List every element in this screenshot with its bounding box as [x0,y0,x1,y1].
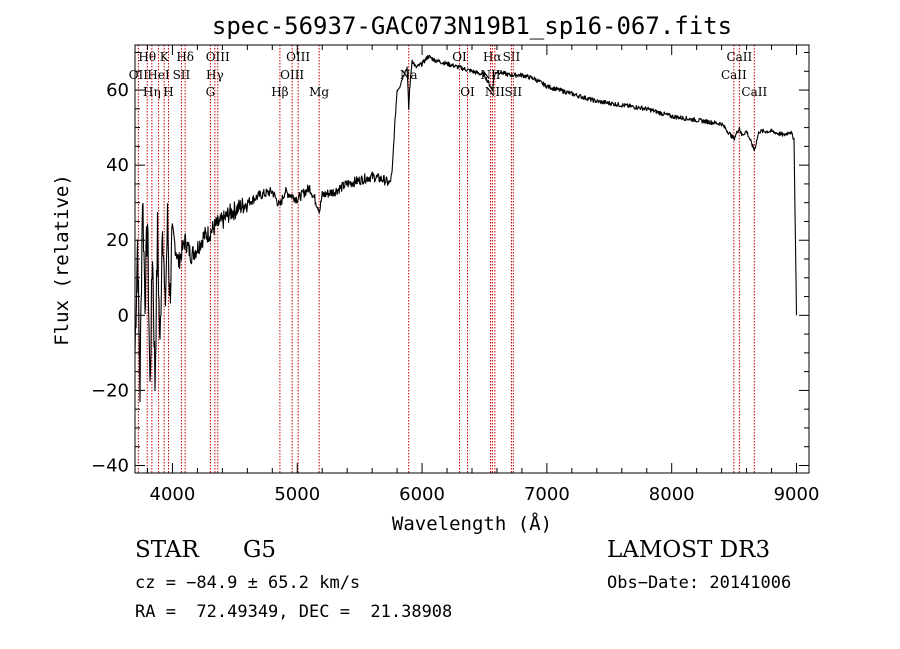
object-subclass: G5 [243,537,277,563]
y-tick-label: −40 [91,455,129,476]
coordinates-readout: RA = 72.49349, DEC = 21.38908 [135,602,453,622]
y-tick-label: 20 [106,230,129,251]
observation-date: Obs−Date: 20141006 [607,573,792,593]
line-marker-label: OI [452,50,467,64]
line-marker-label: Na [400,68,418,82]
line-marker-label: Hδ [176,50,194,64]
line-marker-label: Hα [483,50,502,64]
x-tick-label: 8000 [649,484,695,505]
x-axis-label: Wavelength (Å) [392,512,552,535]
line-markers: Hθ OII Hη HeI K H Hδ SII OIII Hγ G OIII OIII Hβ Mg Na OI… [129,45,767,473]
x-tick-label: 5000 [274,484,320,505]
spectrum-line [134,54,798,403]
x-tick-label: 6000 [399,484,445,505]
line-marker-label: OIII [280,68,304,82]
line-marker-label: OI [460,85,475,99]
line-marker-label: SII [504,85,522,99]
line-marker-label: G [206,85,216,99]
plot-frame [134,44,810,474]
x-tick-label: 7000 [524,484,570,505]
y-tick-label: 0 [118,305,129,326]
line-marker-label: Hβ [271,85,288,99]
y-tick-label: 40 [106,155,129,176]
line-marker-label: H [163,85,173,99]
object-class: STAR [135,537,199,563]
line-marker-label: Hθ [138,50,156,64]
axis-ticks: 4000 5000 6000 7000 8000 9000 −40 −20 0 20 40 60 [91,45,819,505]
y-axis-label: Flux (relative) [51,174,73,346]
line-marker-label: NII [485,85,505,99]
line-marker-label: OII [129,68,149,82]
chart-title: spec-56937-GAC073N19B1_sp16-067.fits [212,12,732,40]
redshift-readout: cz = −84.9 ± 65.2 km/s [135,573,361,593]
line-marker-label: SII [503,50,521,64]
line-marker-label: Hγ [206,68,224,82]
line-marker-label: HeI [147,68,170,82]
line-marker-label: CaII [726,50,752,64]
line-marker-label: K [160,50,170,64]
line-marker-label: SII [173,68,191,82]
line-marker-label: CaII [741,85,767,99]
line-marker-label: Hη [143,85,161,99]
line-marker-label: CaII [721,68,747,82]
y-tick-label: 60 [106,80,129,101]
x-tick-label: 9000 [774,484,820,505]
y-tick-label: −20 [91,380,129,401]
line-marker-label: Mg [309,85,329,99]
survey-release: LAMOST DR3 [607,537,771,563]
line-marker-label: OIII [206,50,230,64]
line-marker-label: OIII [286,50,310,64]
x-tick-label: 4000 [150,484,196,505]
